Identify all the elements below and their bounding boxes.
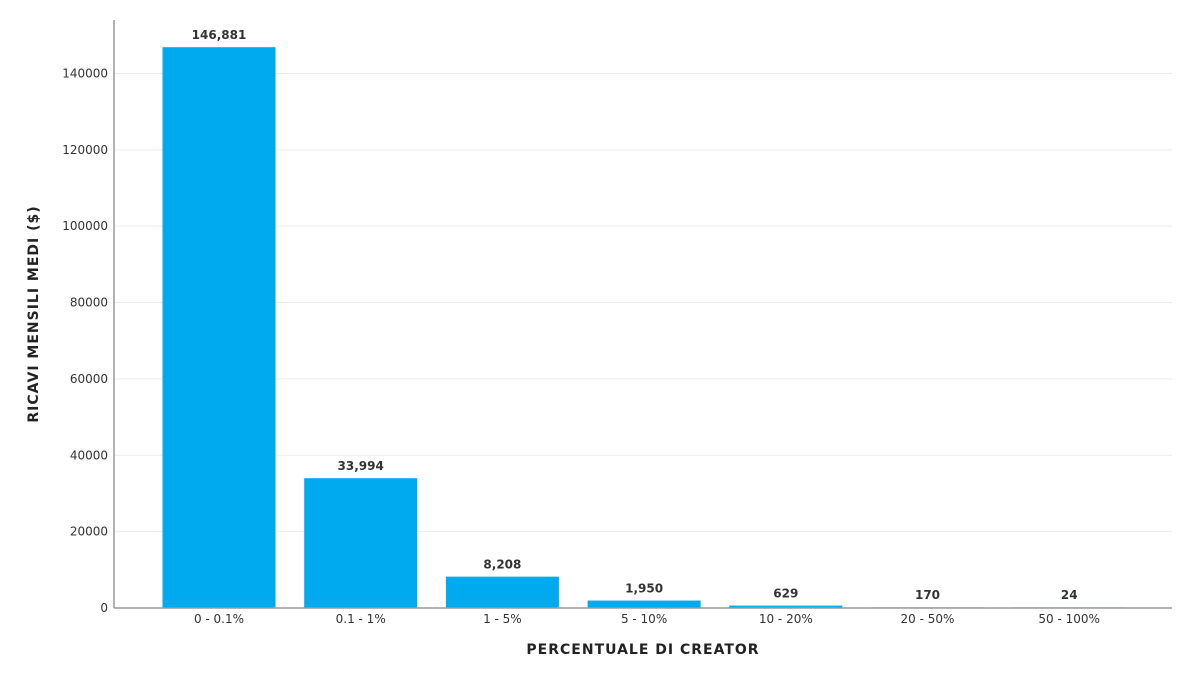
y-tick-label: 140000 — [62, 66, 108, 80]
y-tick-label: 100000 — [62, 219, 108, 233]
x-tick-label: 0.1 - 1% — [336, 612, 386, 626]
x-tick-label: 50 - 100% — [1038, 612, 1100, 626]
bar-value-label: 146,881 — [192, 28, 247, 42]
y-axis-title: RICAVI MENSILI MEDI ($) — [26, 205, 42, 422]
x-tick-labels: 0 - 0.1% 0.1 - 1% 1 - 5% 5 - 10% 10 - 20% 20 … — [194, 612, 1100, 626]
bar-value-label: 8,208 — [483, 558, 521, 572]
bar-value-label: 170 — [915, 588, 940, 602]
bar-value-label: 24 — [1061, 588, 1078, 602]
x-tick-label: 20 - 50% — [901, 612, 955, 626]
x-axis-title: PERCENTUALE DI CREATOR — [526, 642, 759, 658]
y-tick-label: 60000 — [70, 372, 108, 386]
y-tick-label: 80000 — [70, 296, 108, 310]
bar — [304, 478, 418, 608]
x-tick-label: 5 - 10% — [621, 612, 667, 626]
bars-layer — [162, 47, 1126, 608]
data-labels: 146,881 33,994 8,208 1,950 629 170 24 — [192, 28, 1078, 602]
bar-value-label: 33,994 — [338, 459, 384, 473]
y-tick-labels: 0 20000 40000 60000 80000 100000 120000 140000 — [62, 66, 108, 615]
bar — [587, 600, 701, 608]
grid-layer — [114, 72, 1172, 533]
y-tick-label: 120000 — [62, 143, 108, 157]
bar — [445, 576, 559, 608]
bar-value-label: 629 — [773, 587, 798, 601]
axes-layer — [113, 20, 1172, 609]
x-tick-label: 10 - 20% — [759, 612, 813, 626]
y-tick-label: 40000 — [70, 448, 108, 462]
x-tick-label: 1 - 5% — [483, 612, 522, 626]
x-tick-label: 0 - 0.1% — [194, 612, 244, 626]
y-tick-label: 20000 — [70, 525, 108, 539]
bar — [729, 605, 843, 608]
y-tick-label: 0 — [100, 601, 108, 615]
bar — [162, 47, 276, 608]
bar-value-label: 1,950 — [625, 582, 663, 596]
